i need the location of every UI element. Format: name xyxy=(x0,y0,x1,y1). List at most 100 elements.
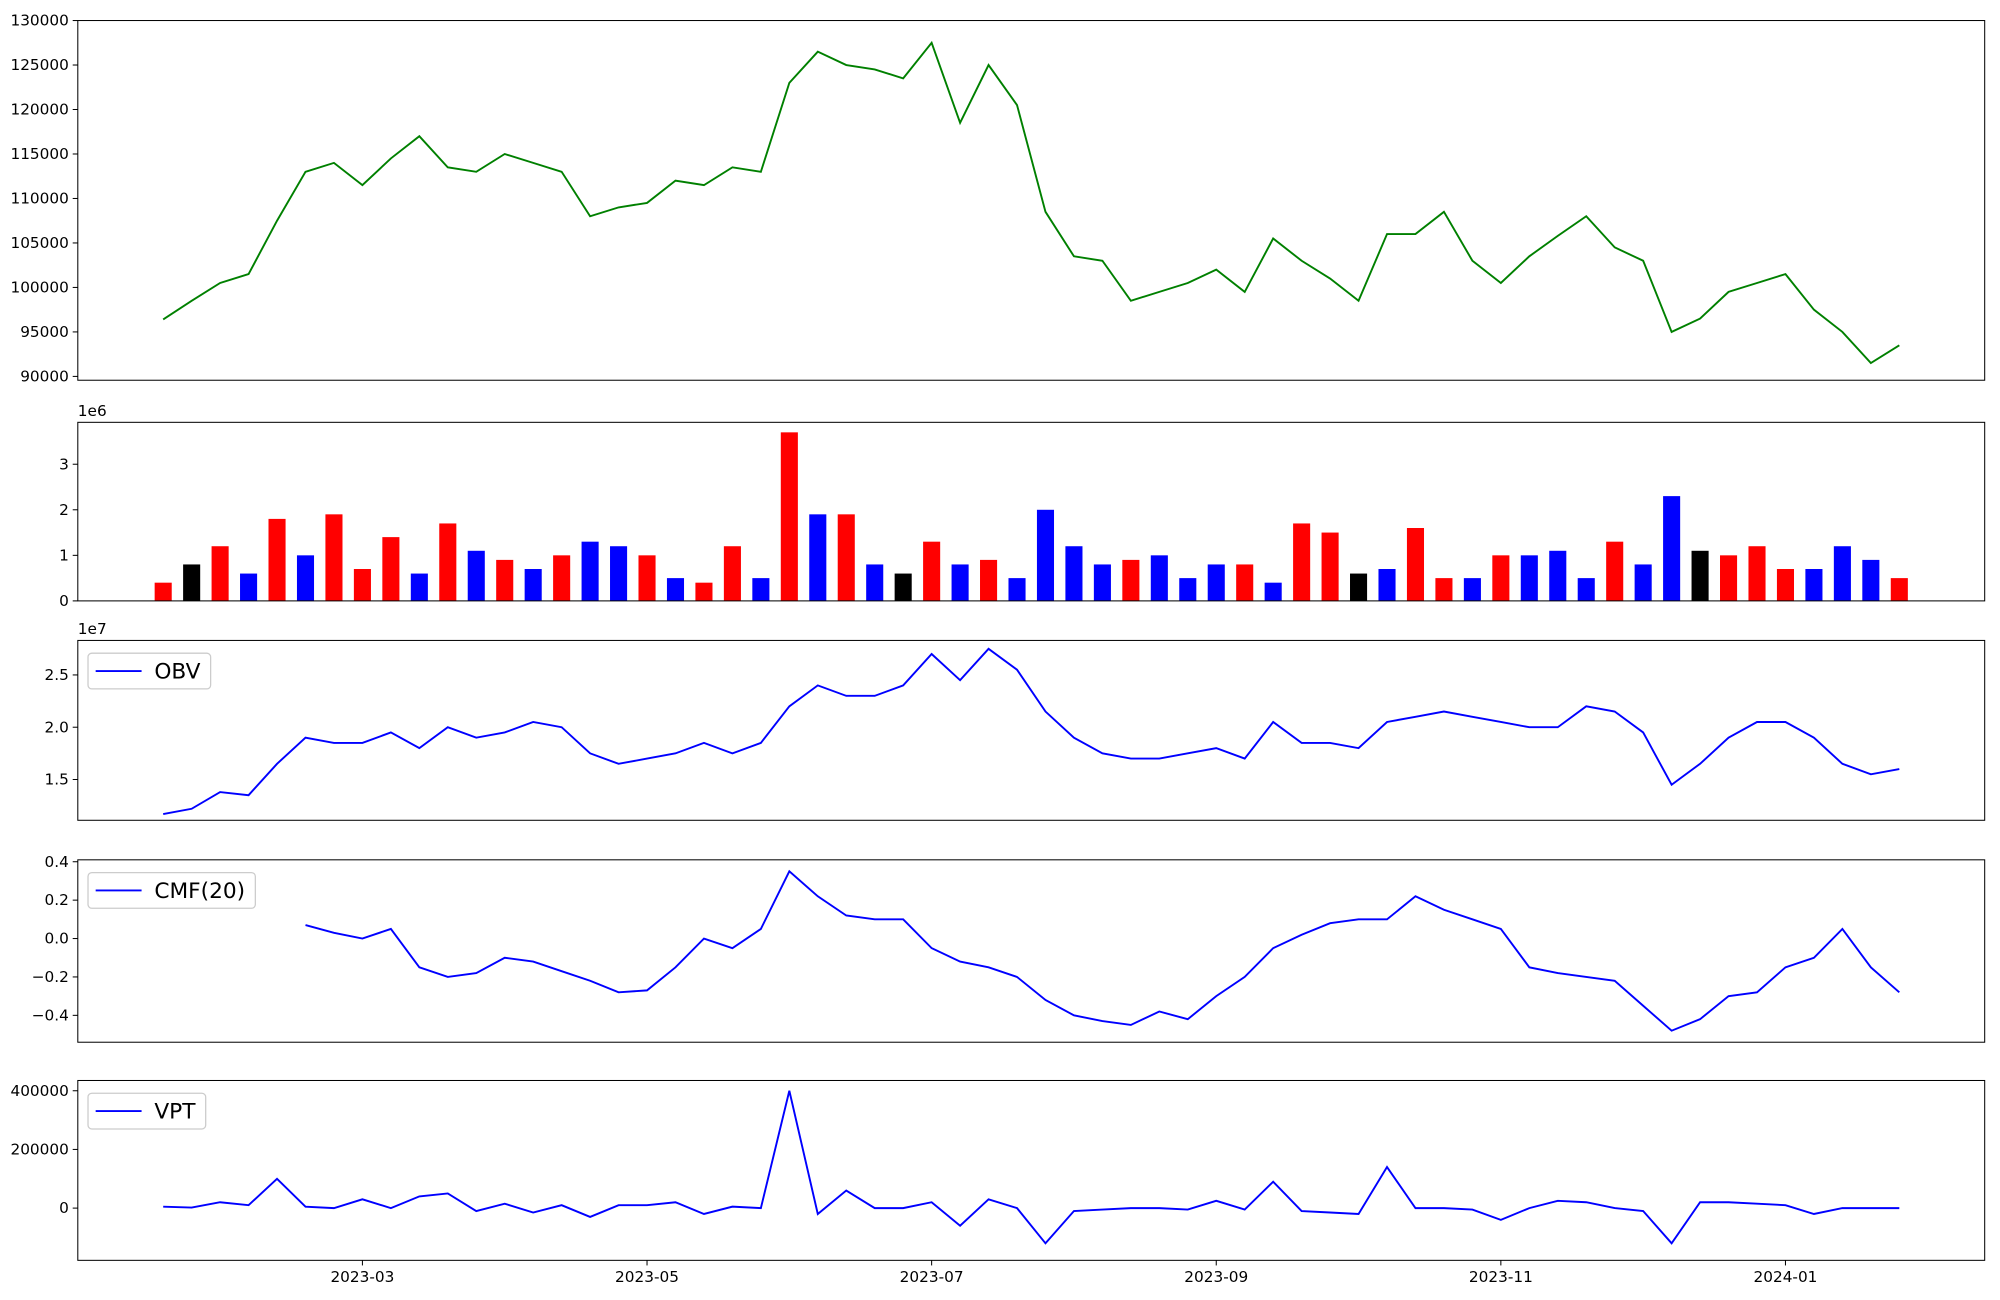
legend-box xyxy=(87,1092,207,1130)
offset-label: 1e7 xyxy=(78,620,107,638)
y-tick-label: 120000 xyxy=(10,101,68,119)
bar xyxy=(1890,578,1908,601)
legend-label: CMF(20) xyxy=(154,879,245,904)
y-tick-label: 115000 xyxy=(10,145,68,163)
y-tick-label: 1.5 xyxy=(45,771,69,789)
y-tick-label: 2 xyxy=(59,501,69,519)
bar xyxy=(610,546,628,601)
y-tick-label: 0 xyxy=(59,1199,69,1217)
y-tick-label: 0 xyxy=(59,592,69,610)
axes-frame xyxy=(77,859,1986,1043)
x-tick-label: 2023-07 xyxy=(900,1268,964,1286)
bar xyxy=(723,546,741,601)
bar xyxy=(837,514,855,601)
bar xyxy=(1663,496,1681,601)
bar xyxy=(382,537,400,601)
axes-frame xyxy=(77,20,1986,381)
y-tick-label: 95000 xyxy=(20,323,69,341)
y-tick-label: 0.4 xyxy=(45,853,69,871)
legend: CMF(20) xyxy=(87,871,256,909)
y-tick-label: 400000 xyxy=(10,1082,68,1100)
bar xyxy=(1606,541,1624,601)
bar xyxy=(951,564,969,601)
bar xyxy=(1463,578,1481,601)
bar xyxy=(1577,578,1595,601)
bar xyxy=(467,550,485,601)
bar xyxy=(1150,555,1168,601)
x-tick-label: 2023-09 xyxy=(1184,1268,1248,1286)
bar xyxy=(1520,555,1538,601)
bar xyxy=(1833,546,1851,601)
bar xyxy=(1236,564,1254,601)
bar xyxy=(1321,532,1339,601)
line-series xyxy=(163,647,1900,815)
bar xyxy=(353,569,371,601)
bar xyxy=(1008,578,1026,601)
bar xyxy=(866,564,884,601)
bar xyxy=(1805,569,1823,601)
bar xyxy=(1634,564,1652,601)
legend-box xyxy=(87,652,212,690)
bar xyxy=(183,564,201,601)
y-tick-label: 100000 xyxy=(10,279,68,297)
y-tick-label: −0.2 xyxy=(32,968,69,986)
x-tick-label: 2023-03 xyxy=(330,1268,394,1286)
bar xyxy=(439,523,457,601)
bar xyxy=(809,514,827,601)
bar xyxy=(296,555,315,601)
bar xyxy=(524,569,542,601)
bar xyxy=(780,432,798,601)
bar xyxy=(325,514,343,601)
offset-label: 1e6 xyxy=(78,402,107,420)
bar xyxy=(1093,564,1111,601)
bar xyxy=(268,518,286,601)
y-tick-label: 125000 xyxy=(10,56,68,74)
bar xyxy=(666,578,685,601)
bar xyxy=(1293,523,1311,601)
bar xyxy=(211,546,229,601)
bar xyxy=(1378,569,1396,601)
axes-frame xyxy=(77,1079,1986,1261)
bar xyxy=(1036,509,1055,601)
y-tick-label: 1 xyxy=(59,546,69,564)
line-series xyxy=(163,1090,1900,1245)
bar xyxy=(1549,550,1567,601)
bar xyxy=(581,541,599,601)
y-tick-label: 3 xyxy=(59,455,69,473)
bar xyxy=(1350,573,1368,601)
bar xyxy=(1435,578,1453,601)
bar xyxy=(1720,555,1738,601)
legend-label: VPT xyxy=(154,1100,196,1125)
bar xyxy=(1207,564,1225,601)
y-tick-label: 0.2 xyxy=(45,891,69,909)
y-tick-label: 110000 xyxy=(10,190,68,208)
y-tick-label: 105000 xyxy=(10,234,68,252)
legend: OBV xyxy=(87,652,212,690)
y-tick-label: 200000 xyxy=(10,1141,68,1159)
bar xyxy=(752,578,770,601)
bar xyxy=(638,555,656,601)
bar xyxy=(1691,550,1709,601)
axes-frame xyxy=(77,639,1986,821)
bar xyxy=(1122,559,1140,601)
bar xyxy=(1179,578,1197,601)
bar xyxy=(1065,546,1083,601)
line-series xyxy=(162,40,1900,365)
x-tick-label: 2023-11 xyxy=(1469,1268,1533,1286)
bar xyxy=(410,573,428,601)
bar xyxy=(695,582,713,601)
bar xyxy=(894,573,912,601)
bar xyxy=(1492,555,1510,601)
line-series xyxy=(305,869,1900,1032)
bar xyxy=(553,555,571,601)
bar xyxy=(1776,569,1795,601)
legend-box xyxy=(87,871,256,909)
y-tick-label: 90000 xyxy=(20,368,69,386)
bar xyxy=(980,559,998,601)
bar xyxy=(923,541,941,601)
x-tick-label: 2023-05 xyxy=(615,1268,679,1286)
bar xyxy=(154,582,172,601)
bar xyxy=(496,559,514,601)
